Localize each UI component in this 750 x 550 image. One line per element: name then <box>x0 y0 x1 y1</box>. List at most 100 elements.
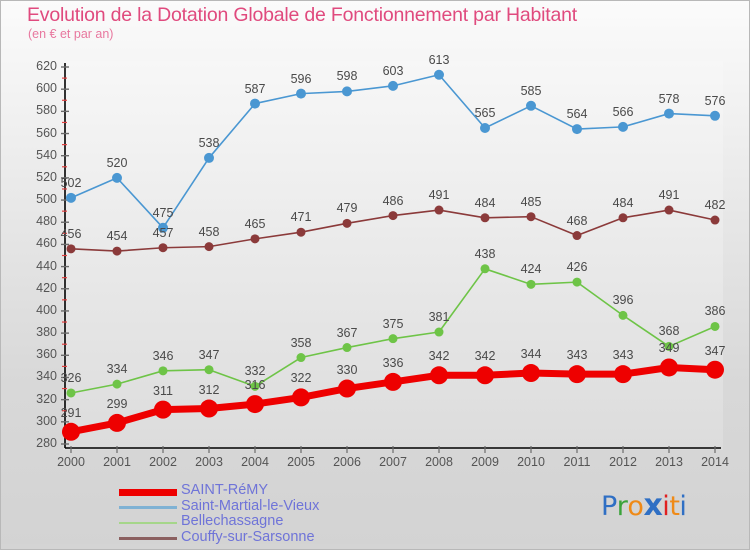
x-axis-tick-label: 2005 <box>287 455 315 469</box>
x-axis-tick-label: 2006 <box>333 455 361 469</box>
series-point <box>572 124 582 135</box>
series-point <box>66 192 76 203</box>
x-axis-tick-label: 2001 <box>103 455 131 469</box>
series-point <box>112 379 122 389</box>
y-axis-tick-label: 460 <box>36 236 57 251</box>
series-point <box>480 264 490 274</box>
y-axis-tick-label: 300 <box>36 413 57 428</box>
logo-char: i <box>662 491 670 522</box>
series-point <box>204 152 214 163</box>
series-point <box>158 366 168 376</box>
logo-char: t <box>669 491 680 522</box>
y-axis-tick-label: 440 <box>36 258 57 273</box>
series-point <box>430 366 448 385</box>
series-point <box>388 211 398 221</box>
series-point <box>568 365 586 384</box>
series-point <box>526 279 536 289</box>
series-point <box>614 365 632 384</box>
logo-char: i <box>679 491 687 522</box>
series-point <box>572 277 582 287</box>
series-point <box>480 122 490 133</box>
legend-item[interactable]: SAINT-RéMY <box>61 482 391 500</box>
series-point <box>706 360 724 379</box>
x-axis-tick-label: 2010 <box>517 455 545 469</box>
legend-item[interactable]: Couffy-sur-Sarsonne <box>61 528 391 547</box>
legend-color-swatch <box>119 488 177 496</box>
x-axis-tick-label: 2008 <box>425 455 453 469</box>
series-point <box>200 399 218 418</box>
x-axis-tick-label: 2007 <box>379 455 407 469</box>
series-point <box>296 88 306 99</box>
series-point <box>618 121 628 132</box>
series-point <box>112 246 122 256</box>
series-point <box>480 213 490 223</box>
legend-label: Saint-Martial-le-Vieux <box>181 497 320 514</box>
chart-legend: SAINT-RéMY Saint-Martial-le-Vieux Bellecha… <box>61 482 391 547</box>
series-point <box>66 244 76 254</box>
legend-color-swatch <box>119 537 177 540</box>
y-axis-tick-label: 520 <box>36 169 57 184</box>
series-point <box>572 231 582 241</box>
y-axis-tick-label: 620 <box>36 59 57 73</box>
y-axis-tick-label: 560 <box>36 125 57 140</box>
series-point <box>338 379 356 398</box>
y-axis-tick-label: 340 <box>36 369 57 384</box>
legend-label: Couffy-sur-Sarsonne <box>181 528 315 545</box>
series-point <box>388 80 398 91</box>
y-axis-tick-label: 280 <box>36 436 57 450</box>
series-point <box>62 422 80 441</box>
series-point <box>522 364 540 383</box>
x-axis-tick-label: 2004 <box>241 455 269 469</box>
series-point <box>158 222 168 233</box>
page-title: Evolution de la Dotation Globale de Fonc… <box>27 4 578 26</box>
series-point <box>434 69 444 80</box>
series-point <box>158 243 168 253</box>
y-axis-tick-label: 360 <box>36 347 57 362</box>
series-point <box>526 212 536 222</box>
legend-color-swatch <box>119 521 177 525</box>
logo-char: o <box>627 491 644 522</box>
series-point <box>154 400 172 419</box>
series-point <box>434 327 444 337</box>
chart-subtitle: (en € et par an) <box>28 27 114 41</box>
series-point <box>384 372 402 391</box>
series-point <box>292 388 310 407</box>
series-point <box>250 98 260 109</box>
x-axis-tick-label: 2002 <box>149 455 177 469</box>
series-point <box>296 353 306 363</box>
legend-label: SAINT-RéMY <box>181 482 269 498</box>
series-point <box>250 381 260 391</box>
series-point <box>204 365 214 375</box>
series-point <box>388 334 398 344</box>
series-point <box>710 110 720 121</box>
y-axis-tick-label: 540 <box>36 147 57 162</box>
x-axis-tick-label: 2003 <box>195 455 223 469</box>
y-axis-tick-label: 480 <box>36 214 57 229</box>
x-axis-tick-label: 2012 <box>609 455 637 469</box>
series-point <box>618 213 628 223</box>
series-point <box>246 395 264 414</box>
y-axis-tick-label: 500 <box>36 192 57 207</box>
logo-char: r <box>616 491 628 522</box>
series-point <box>204 242 214 252</box>
series-point <box>250 234 260 244</box>
series-point <box>710 215 720 225</box>
series-point <box>660 358 678 377</box>
legend-item[interactable]: Bellechassagne <box>61 513 391 531</box>
legend-color-swatch <box>119 506 177 509</box>
legend-item[interactable]: Saint-Martial-le-Vieux <box>61 497 391 516</box>
proxiti-logo: Proxiti <box>601 488 687 523</box>
series-point <box>526 100 536 111</box>
series-point <box>342 86 352 97</box>
series-point <box>112 172 122 183</box>
series-point <box>618 310 628 320</box>
series-point <box>710 321 720 331</box>
series-point <box>664 108 674 119</box>
legend-label: Bellechassagne <box>181 513 284 529</box>
series-point <box>476 366 494 385</box>
y-axis-tick-label: 420 <box>36 280 57 295</box>
logo-char: P <box>601 491 617 522</box>
x-axis-tick-label: 2000 <box>57 455 85 469</box>
x-axis-tick-label: 2013 <box>655 455 683 469</box>
